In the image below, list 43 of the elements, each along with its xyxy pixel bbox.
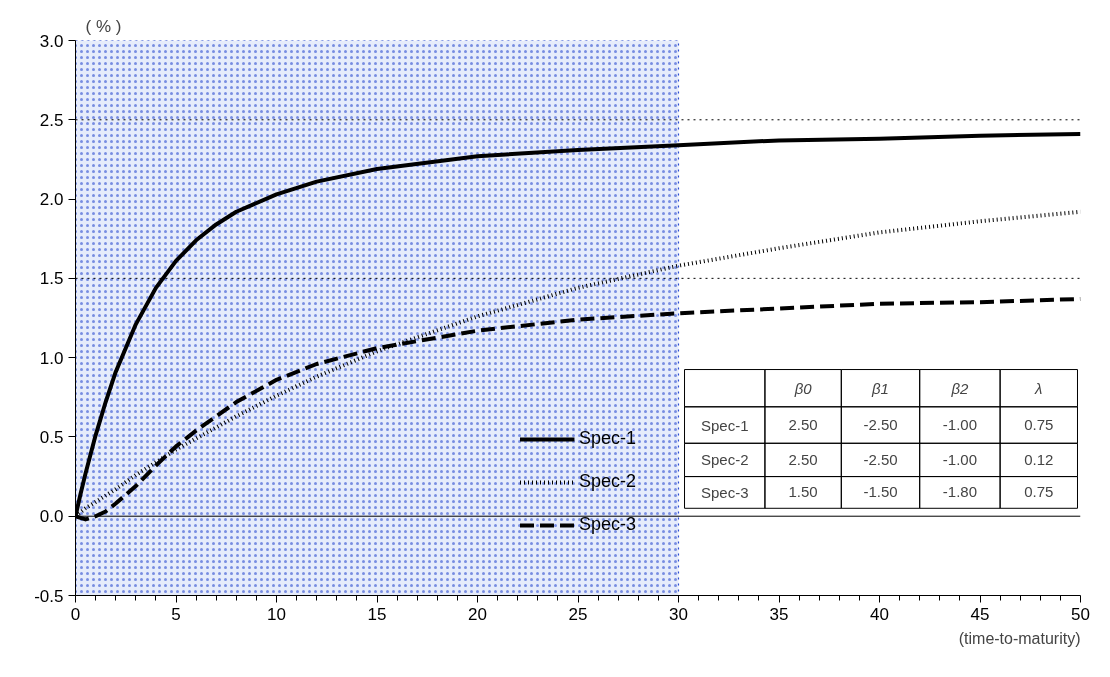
annotation: -1.50 — [863, 483, 898, 501]
x-tick-label: 50 — [1071, 604, 1090, 624]
annotation: 0.12 — [1024, 450, 1054, 468]
x-tick-label: 0 — [70, 604, 81, 624]
y-tick-label: 2.0 — [39, 190, 64, 210]
x-tick-label: 40 — [870, 604, 889, 624]
x-tick-label: 30 — [669, 604, 688, 624]
x-axis-title: (time-to-maturity) — [958, 629, 1081, 647]
annotation: β2 — [950, 379, 970, 397]
x-tick-label: 15 — [367, 604, 387, 624]
annotation: -1.00 — [942, 450, 978, 468]
annotation: 0.75 — [1024, 483, 1054, 501]
y-tick-label: -0.5 — [34, 586, 64, 606]
annotation: 2.50 — [788, 416, 818, 434]
annotation: 0.75 — [1024, 416, 1054, 434]
legend-label: Spec-2 — [578, 471, 637, 492]
annotation: -1.00 — [942, 416, 978, 434]
annotation: Spec-3 — [700, 483, 749, 501]
annotation: -1.80 — [942, 483, 978, 501]
y-tick-label: 1.5 — [39, 269, 64, 289]
annotation: β0 — [793, 379, 813, 397]
annotation: 1.50 — [788, 483, 818, 501]
y-tick-label: 2.5 — [39, 110, 64, 130]
legend-label: Spec-3 — [578, 514, 637, 535]
y-tick-label: 0.5 — [39, 427, 64, 447]
x-tick-label: 35 — [769, 604, 789, 624]
annotation: -2.50 — [863, 416, 898, 434]
y-tick-label: 1.0 — [39, 348, 64, 368]
y-tick-label: 3.0 — [39, 31, 64, 51]
y-axis-title: ( % ) — [85, 16, 122, 36]
annotation: λ — [1034, 379, 1043, 397]
legend-label: Spec-1 — [578, 428, 637, 449]
x-tick-label: 45 — [970, 604, 990, 624]
annotation: Spec-2 — [700, 451, 749, 469]
annotation: 2.50 — [788, 450, 818, 468]
x-tick-label: 10 — [267, 604, 286, 624]
x-tick-label: 5 — [171, 604, 181, 624]
annotation: Spec-1 — [700, 416, 749, 434]
x-tick-label: 20 — [468, 604, 487, 624]
annotation: -2.50 — [863, 450, 898, 468]
annotation: β1 — [871, 379, 889, 397]
x-tick-label: 25 — [568, 604, 588, 624]
y-tick-label: 0.0 — [39, 507, 64, 527]
